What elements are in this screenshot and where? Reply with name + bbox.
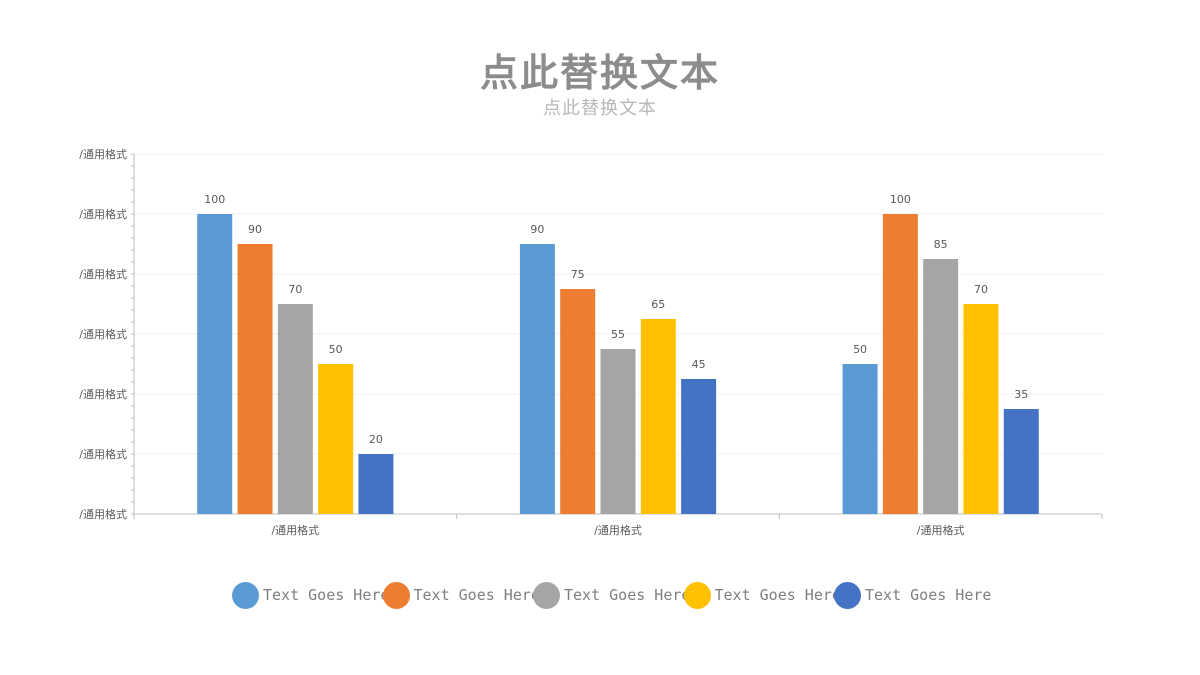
chart-subtitle: 点此替换文本 [543,98,657,119]
x-tick-label: /通用格式 [594,523,642,537]
bar [882,214,918,514]
bar [963,304,999,514]
data-label: 35 [1014,388,1028,401]
bars [197,214,1039,514]
chart-title: 点此替换文本 [479,51,720,95]
bar [237,244,273,514]
data-label: 100 [890,193,911,206]
bar [681,379,717,514]
legend-swatch [834,581,861,609]
data-label: 20 [369,433,383,446]
legend-label: Text Goes Here [564,586,691,604]
y-tick-label: /通用格式 [79,207,127,221]
data-label: 90 [530,223,544,236]
legend-label: Text Goes Here [263,586,390,604]
data-label: 65 [651,298,665,311]
legend-item[interactable]: Text Goes Here [232,578,389,612]
data-label: 75 [571,268,585,281]
data-label: 90 [248,223,262,236]
legend-item[interactable]: Text Goes Here [533,578,690,612]
y-tick-label: /通用格式 [79,327,127,341]
y-tick-label: /通用格式 [79,387,127,401]
bar [560,289,596,514]
bar [600,349,636,514]
bar [277,304,313,514]
legend-item[interactable]: Text Goes Here [382,578,540,612]
x-tick-label: /通用格式 [271,523,319,537]
data-label: 50 [853,343,867,356]
legend-label: Text Goes Here [714,586,841,604]
legend-swatch [683,581,711,609]
bar [842,364,878,514]
bar [519,244,555,514]
data-label: 70 [288,283,302,296]
data-label: 85 [934,238,948,251]
legend-label: Text Goes Here [865,586,992,604]
bar [358,454,394,514]
legend-label: Text Goes Here [413,586,540,604]
bar [923,259,959,514]
legend: Text Goes Here Text Goes Here Text Goes He… [0,578,1200,612]
legend-swatch [382,581,410,609]
data-label: 55 [611,328,625,341]
axes: /通用格式/通用格式/通用格式/通用格式/通用格式/通用格式/通用格式/通用格式… [79,147,1103,537]
y-tick-label: /通用格式 [79,507,127,521]
data-label: 45 [692,358,706,371]
bar [640,319,676,514]
legend-swatch [232,581,259,609]
legend-item[interactable]: Text Goes Here [834,578,991,612]
y-tick-label: /通用格式 [79,267,127,281]
data-label: 70 [974,283,988,296]
data-label: 50 [329,343,343,356]
y-tick-label: /通用格式 [79,447,127,461]
legend-item[interactable]: Text Goes Here [683,578,841,612]
y-tick-label: /通用格式 [79,147,127,161]
bar [1003,409,1039,514]
data-label: 100 [204,193,225,206]
data-labels: 100 90 70 50 20 90 75 55 65 45 50 100 85 70 35 [204,193,1028,446]
legend-swatch [533,581,560,609]
bar [318,364,354,514]
x-tick-label: /通用格式 [917,523,965,537]
bar [197,214,233,514]
bar-chart: /通用格式/通用格式/通用格式/通用格式/通用格式/通用格式/通用格式/通用格式… [79,147,1103,537]
